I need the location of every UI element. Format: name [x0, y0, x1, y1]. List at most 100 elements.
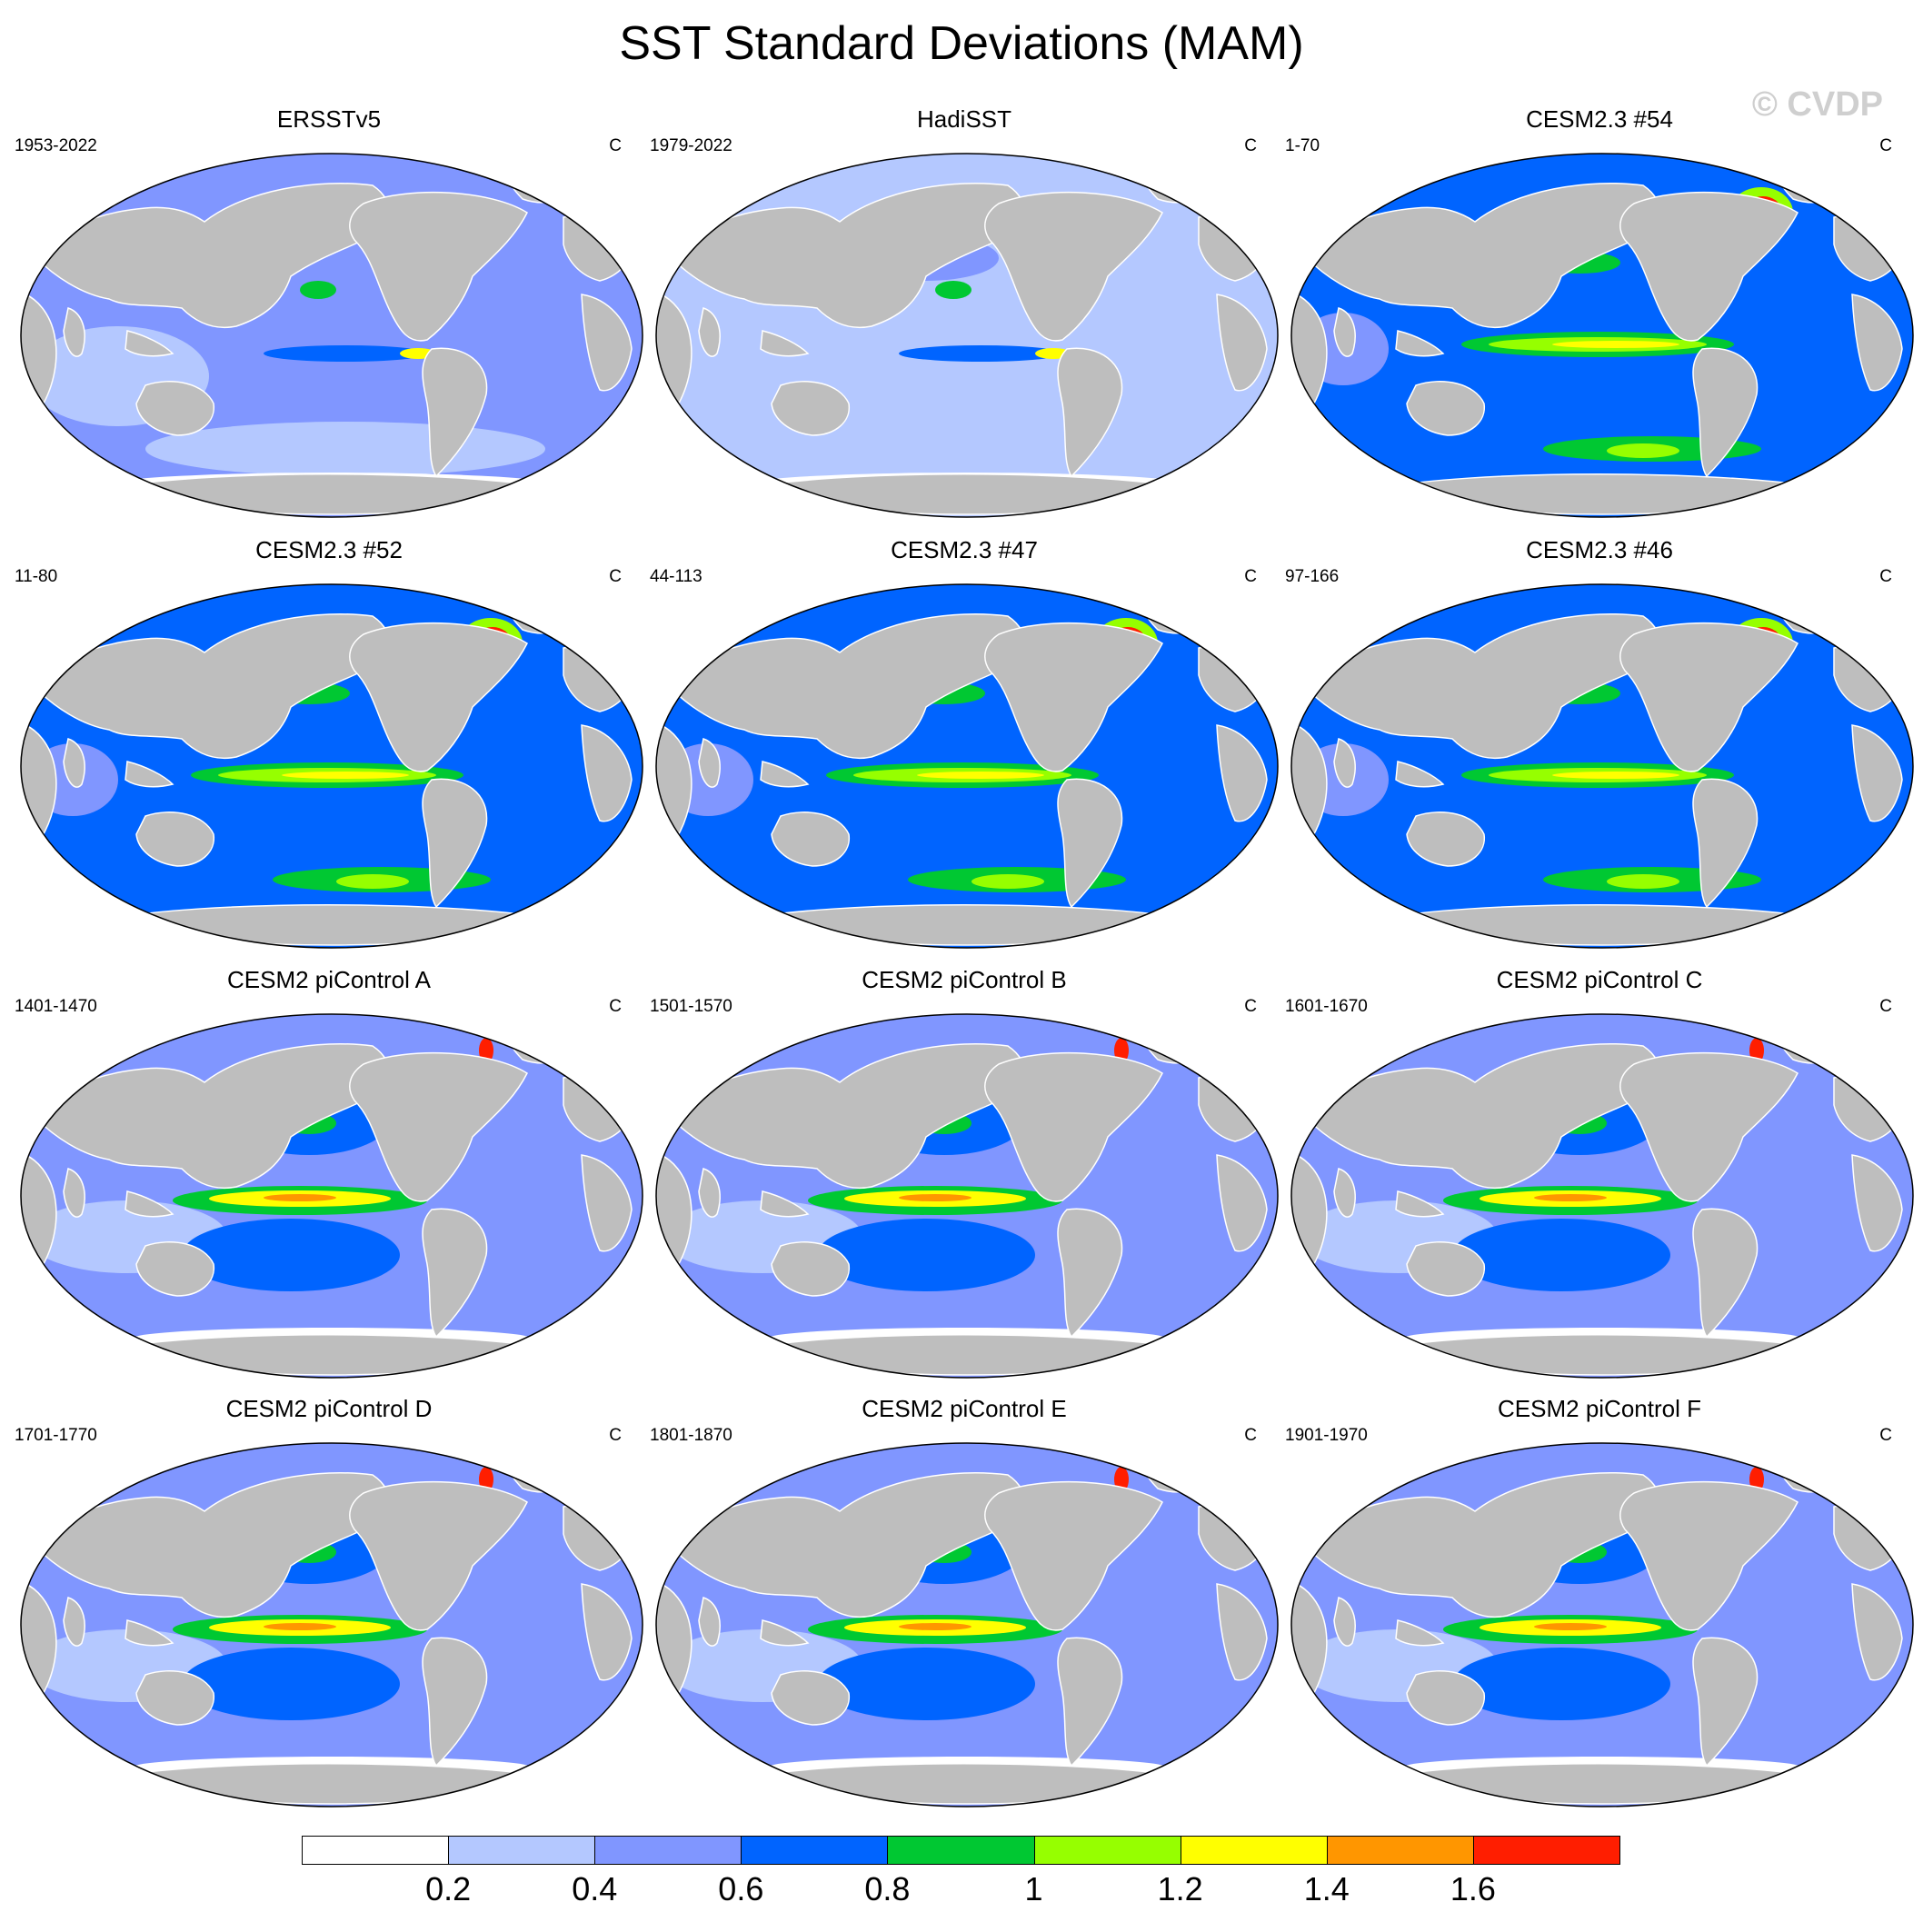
africa-east-landmass	[581, 294, 633, 392]
southeast-asia-islands	[760, 1190, 810, 1218]
colorbar-tick-label: 0.2	[425, 1870, 472, 1907]
south-america-landmass	[422, 1208, 488, 1339]
panel-title: ERSSTv5	[276, 105, 382, 133]
south-america-landmass	[1692, 778, 1759, 909]
north-america-landmass	[349, 622, 528, 772]
panel-units: C	[609, 567, 622, 586]
colorbar-tick-label: 0.8	[864, 1870, 911, 1907]
panel-years: 11-80	[15, 567, 58, 586]
sst-field	[656, 584, 1278, 948]
map-outline	[655, 153, 1279, 518]
south-pacific-blob	[1452, 1648, 1670, 1720]
panel-units: C	[1244, 1426, 1257, 1445]
panel-years: 1953-2022	[15, 136, 97, 155]
colorbar-tick-label: 1.4	[1303, 1870, 1350, 1907]
panel-years: 1979-2022	[650, 136, 732, 155]
india-landmass	[1333, 307, 1356, 357]
antarctica-landmass	[97, 473, 566, 515]
southern-ocean-peak	[336, 874, 409, 889]
africa-east-landmass	[1216, 1154, 1268, 1252]
map-panel: HadiSST 1979-2022 C	[646, 105, 1282, 533]
south-america-landmass	[1057, 778, 1123, 909]
north-america-landmass	[1619, 1051, 1798, 1202]
antarctica-landmass	[97, 1763, 566, 1805]
southeast-asia-islands	[125, 1190, 174, 1218]
india-landmass	[698, 1168, 721, 1218]
panel-title: CESM2 piControl C	[1496, 966, 1703, 993]
north-america-landmass	[349, 191, 528, 342]
southeast-asia-islands	[1395, 1619, 1445, 1647]
south-america-landmass	[422, 1637, 488, 1768]
panel-title: CESM2 piControl E	[862, 1395, 1067, 1422]
africa-east-landmass	[581, 724, 633, 822]
map-panel: CESM2 piControl E 1801-1870 C	[646, 1395, 1282, 1822]
panel-years: 1601-1670	[1285, 997, 1368, 1016]
panel-years: 1-70	[1285, 136, 1320, 155]
panel-title: CESM2 piControl A	[227, 966, 431, 993]
africa-east-landmass	[581, 1154, 633, 1252]
sst-field	[656, 1443, 1278, 1807]
australia-landmass	[771, 1670, 850, 1726]
sst-field	[1291, 154, 1913, 517]
map-outline	[1290, 1013, 1914, 1379]
map-panel: CESM2.3 #54 1-70 C	[1281, 105, 1918, 533]
sst-map	[18, 149, 645, 526]
sst-field	[1291, 1443, 1913, 1807]
map-outline	[655, 1442, 1279, 1808]
antarctica-landmass	[732, 1763, 1201, 1805]
colorbar-box	[1326, 1836, 1474, 1865]
map-outline	[20, 583, 643, 949]
sst-map	[653, 149, 1280, 526]
map-panel: ERSSTv5 1953-2022 C	[11, 105, 647, 533]
panel-units: C	[1244, 997, 1257, 1016]
panel-years: 1801-1870	[650, 1426, 732, 1445]
antarctica-landmass	[732, 904, 1201, 946]
map-outline	[655, 1013, 1279, 1379]
low-variance-south	[781, 422, 1181, 476]
india-landmass	[698, 307, 721, 357]
south-america-landmass	[1692, 347, 1759, 478]
south-pacific-blob	[182, 1219, 400, 1291]
panel-title: CESM2 piControl F	[1498, 1395, 1701, 1422]
enso-tongue-peak	[917, 772, 1044, 779]
australia-landmass	[135, 1670, 214, 1726]
southeast-asia-islands	[1395, 761, 1445, 788]
sst-field	[21, 1443, 643, 1807]
southern-ocean-peak	[1607, 443, 1679, 458]
antarctica-landmass	[1368, 473, 1837, 515]
north-america-landmass	[984, 1480, 1163, 1631]
enso-tongue-core	[899, 345, 1062, 362]
australia-landmass	[135, 812, 214, 867]
sst-map	[653, 1439, 1280, 1816]
sst-map	[1289, 1439, 1916, 1816]
australia-landmass	[1406, 812, 1485, 867]
southeast-asia-islands	[760, 1619, 810, 1647]
sst-map	[1289, 149, 1916, 526]
sst-field	[21, 154, 643, 517]
south-pacific-blob	[817, 1648, 1035, 1720]
colorbar-tick-label: 0.4	[572, 1870, 618, 1907]
south-america-landmass	[1057, 1637, 1123, 1768]
panel-units: C	[1879, 1426, 1892, 1445]
india-landmass	[1333, 738, 1356, 788]
india-landmass	[63, 738, 85, 788]
india-landmass	[1333, 1168, 1356, 1218]
map-outline	[1290, 1442, 1914, 1808]
antarctica-landmass	[1368, 1763, 1837, 1805]
india-landmass	[1333, 1597, 1356, 1647]
sst-field	[1291, 1014, 1913, 1378]
map-panel: CESM2 piControl B 1501-1570 C	[646, 966, 1282, 1393]
map-outline	[20, 1013, 643, 1379]
panel-title: CESM2 piControl D	[225, 1395, 433, 1422]
enso-tongue-peak	[899, 1194, 971, 1201]
colorbar-box	[448, 1836, 596, 1865]
india-landmass	[63, 307, 85, 357]
sst-field	[656, 1014, 1278, 1378]
north-america-landmass	[349, 1480, 528, 1631]
panel-years: 1501-1570	[650, 997, 732, 1016]
africa-east-landmass	[1851, 1154, 1903, 1252]
sst-map	[18, 1010, 645, 1387]
colorbar-box	[887, 1836, 1035, 1865]
north-pacific-mode	[935, 281, 971, 299]
map-panel: CESM2.3 #47 44-113 C	[646, 536, 1282, 963]
